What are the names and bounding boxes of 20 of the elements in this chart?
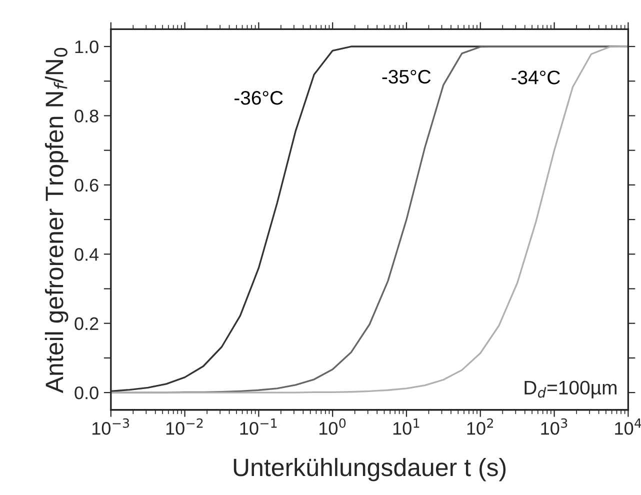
y-axis-title: Anteil gefrorener Tropfen N$_{f}$/N$_{0}$ bbox=[44, 48, 68, 394]
series-label: -35°C bbox=[382, 70, 431, 84]
x-tick-label: 10$^{−2}$ bbox=[166, 418, 203, 435]
annotation: D$_{d}$=100µm bbox=[524, 380, 616, 398]
x-tick-label: 10$^{0}$ bbox=[320, 418, 346, 435]
series-label: -36°C bbox=[234, 90, 283, 105]
x-axis-title: Unterkühlungsdauer t (s) bbox=[234, 458, 506, 482]
x-tick-label: 10$^{−1}$ bbox=[240, 418, 277, 435]
y-tick-label: 1.0 bbox=[75, 40, 98, 54]
x-tick-label: 10$^{4}$ bbox=[615, 418, 641, 435]
y-tick-label: 0.8 bbox=[74, 110, 98, 122]
y-tick-label: 0.4 bbox=[74, 248, 99, 261]
x-tick-label: 10$^{3}$ bbox=[541, 418, 568, 435]
x-tick-label: 10$^{1}$ bbox=[393, 418, 420, 435]
y-tick-label: 0.2 bbox=[74, 317, 98, 330]
x-tick-label: 10$^{−3}$ bbox=[92, 418, 129, 435]
y-tick-label: 0.0 bbox=[74, 386, 98, 400]
x-tick-label: 10$^{2}$ bbox=[467, 418, 493, 435]
series-label: -34°C bbox=[512, 70, 560, 84]
y-tick-label: 0.6 bbox=[74, 178, 98, 192]
